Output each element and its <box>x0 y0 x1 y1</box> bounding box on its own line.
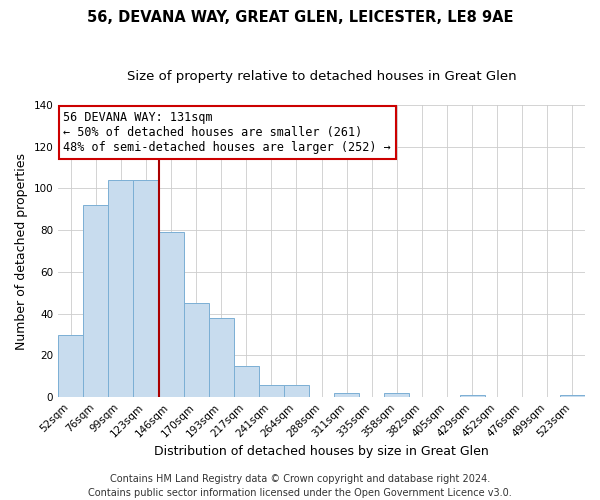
Bar <box>385 393 409 397</box>
Bar <box>109 180 133 397</box>
Bar <box>58 334 83 397</box>
Text: Contains HM Land Registry data © Crown copyright and database right 2024.
Contai: Contains HM Land Registry data © Crown c… <box>88 474 512 498</box>
Y-axis label: Number of detached properties: Number of detached properties <box>15 152 28 350</box>
Bar <box>259 384 284 397</box>
Text: 56, DEVANA WAY, GREAT GLEN, LEICESTER, LE8 9AE: 56, DEVANA WAY, GREAT GLEN, LEICESTER, L… <box>87 10 513 25</box>
Bar <box>83 205 109 397</box>
Bar <box>209 318 234 397</box>
Bar <box>184 304 209 397</box>
Bar <box>234 366 259 397</box>
Bar <box>334 393 359 397</box>
Title: Size of property relative to detached houses in Great Glen: Size of property relative to detached ho… <box>127 70 517 83</box>
Text: 56 DEVANA WAY: 131sqm
← 50% of detached houses are smaller (261)
48% of semi-det: 56 DEVANA WAY: 131sqm ← 50% of detached … <box>64 111 391 154</box>
Bar <box>158 232 184 397</box>
Bar <box>460 395 485 397</box>
X-axis label: Distribution of detached houses by size in Great Glen: Distribution of detached houses by size … <box>154 444 489 458</box>
Bar <box>133 180 158 397</box>
Bar <box>284 384 309 397</box>
Bar <box>560 395 585 397</box>
